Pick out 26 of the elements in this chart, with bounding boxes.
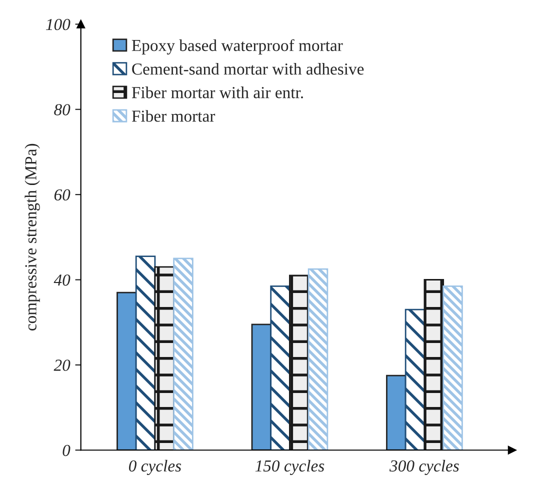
x-tick-label: 300 cycles	[390, 460, 459, 476]
y-tick-label: 80	[54, 104, 70, 116]
bar	[308, 268, 328, 450]
bar	[442, 285, 463, 450]
y-axis-title: compressive strength (MPa)	[24, 144, 40, 330]
y-tick-label: 20	[54, 360, 70, 371]
bar	[424, 279, 444, 450]
x-tick-label: 150 cycles	[255, 460, 324, 476]
bar	[116, 292, 137, 450]
bar	[154, 266, 175, 450]
legend-label: Cement-sand mortar with adhesive	[132, 62, 364, 75]
x-tick-label: 0 cycles	[129, 460, 182, 476]
legend-label: Epoxy based waterproof mortar	[132, 39, 343, 55]
y-tick-label: 40	[54, 274, 70, 286]
legend-label: Fiber mortar with air entr.	[132, 86, 303, 98]
y-tick-label: 100	[46, 18, 70, 30]
bar	[251, 324, 272, 450]
bar	[386, 374, 406, 450]
y-tick-label: 60	[54, 189, 70, 201]
legend-label: Fiber mortar	[132, 110, 216, 122]
bar	[289, 274, 310, 450]
bar	[404, 308, 426, 450]
bar	[173, 258, 194, 450]
bar	[135, 256, 156, 450]
bar	[270, 285, 290, 450]
y-tick-label: 0	[62, 444, 70, 456]
